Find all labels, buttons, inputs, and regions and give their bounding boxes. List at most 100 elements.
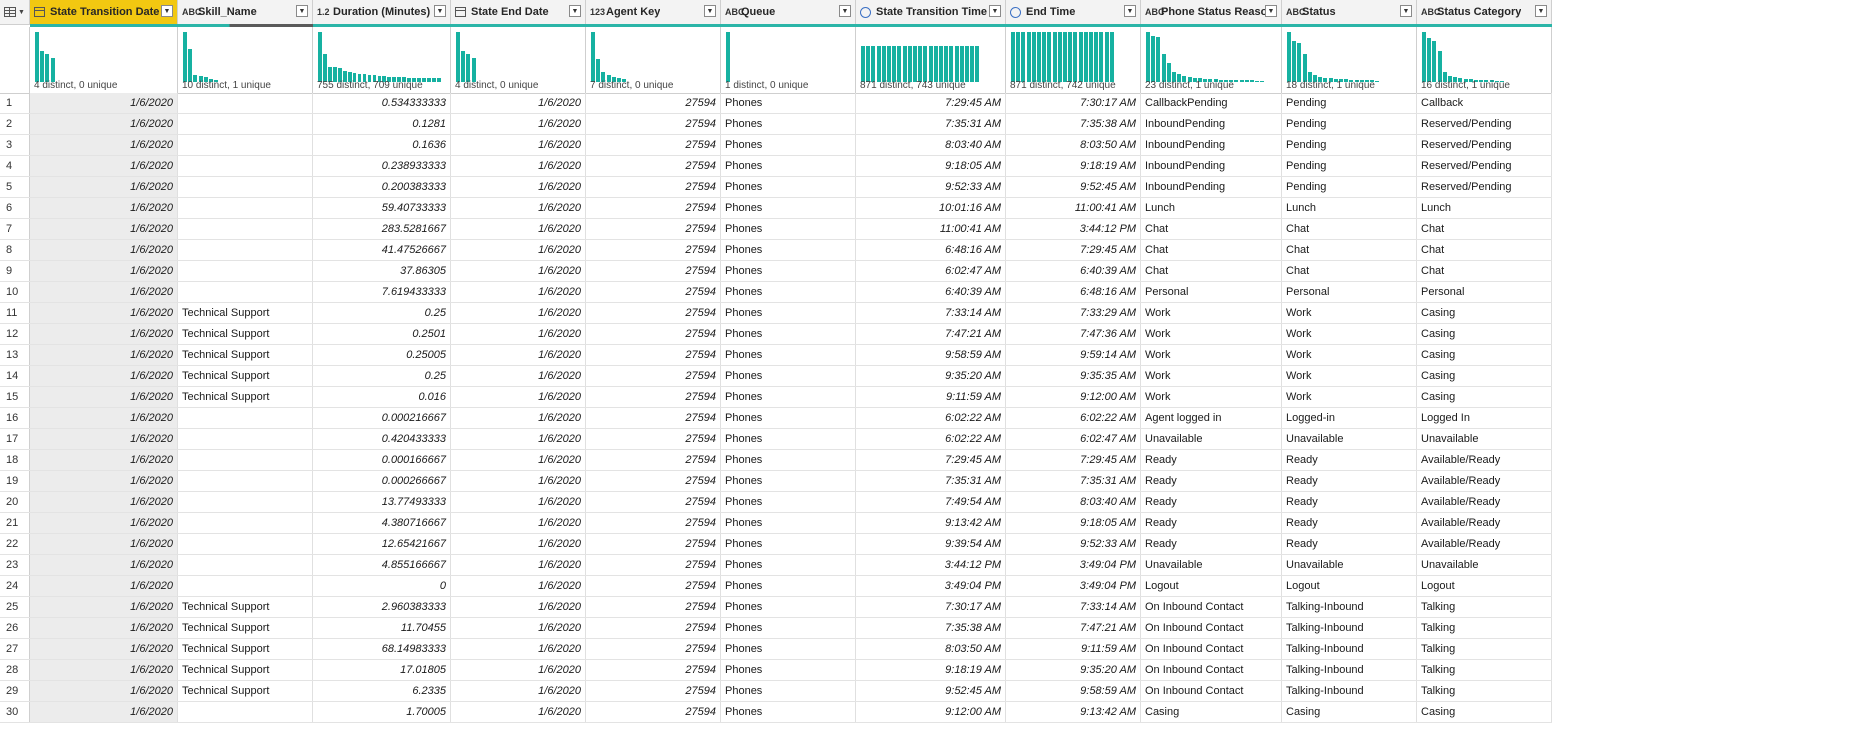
table-cell-c2[interactable]: 6.2335 bbox=[313, 681, 451, 701]
table-row[interactable]: 6 1/6/2020 59.40733333 1/6/2020 27594 Phones 1… bbox=[0, 198, 1552, 219]
table-row[interactable]: 14 1/6/2020 Technical Support 0.25 1/6/2020 2… bbox=[0, 366, 1552, 387]
table-cell-c9[interactable]: Logged-in bbox=[1282, 408, 1417, 428]
table-cell-c4[interactable]: 27594 bbox=[586, 114, 721, 134]
table-cell-c10[interactable]: Casing bbox=[1417, 345, 1552, 365]
table-cell-c9[interactable]: Casing bbox=[1282, 702, 1417, 722]
table-cell-c4[interactable]: 27594 bbox=[586, 261, 721, 281]
table-cell-c2[interactable]: 0.238933333 bbox=[313, 156, 451, 176]
table-cell-c9[interactable]: Ready bbox=[1282, 450, 1417, 470]
table-cell-c5[interactable]: Phones bbox=[721, 639, 856, 659]
table-cell-c6[interactable]: 9:18:19 AM bbox=[856, 660, 1006, 680]
table-row[interactable]: 15 1/6/2020 Technical Support 0.016 1/6/2020… bbox=[0, 387, 1552, 408]
table-cell-c2[interactable]: 0.016 bbox=[313, 387, 451, 407]
table-cell-c9[interactable]: Pending bbox=[1282, 156, 1417, 176]
table-cell-c10[interactable]: Chat bbox=[1417, 261, 1552, 281]
table-cell-c2[interactable]: 4.855166667 bbox=[313, 555, 451, 575]
table-cell-c1[interactable] bbox=[178, 450, 313, 470]
table-cell-c5[interactable]: Phones bbox=[721, 408, 856, 428]
table-cell-c5[interactable]: Phones bbox=[721, 597, 856, 617]
table-cell-c9[interactable]: Work bbox=[1282, 345, 1417, 365]
table-cell-c2[interactable]: 0.000266667 bbox=[313, 471, 451, 491]
text-type-icon[interactable]: ABC bbox=[725, 7, 745, 17]
table-cell-c4[interactable]: 27594 bbox=[586, 93, 721, 113]
table-cell-c5[interactable]: Phones bbox=[721, 681, 856, 701]
table-cell-c6[interactable]: 6:02:22 AM bbox=[856, 429, 1006, 449]
table-cell-c3[interactable]: 1/6/2020 bbox=[451, 408, 586, 428]
table-cell-c2[interactable]: 0.1281 bbox=[313, 114, 451, 134]
table-cell-c9[interactable]: Work bbox=[1282, 324, 1417, 344]
table-cell-c9[interactable]: Pending bbox=[1282, 114, 1417, 134]
table-cell-c9[interactable]: Work bbox=[1282, 366, 1417, 386]
table-cell-c6[interactable]: 7:29:45 AM bbox=[856, 93, 1006, 113]
table-cell-c3[interactable]: 1/6/2020 bbox=[451, 219, 586, 239]
table-cell-c3[interactable]: 1/6/2020 bbox=[451, 429, 586, 449]
column-header-c1[interactable]: ABC Skill_Name ▼ bbox=[178, 0, 313, 24]
table-row[interactable]: 17 1/6/2020 0.420433333 1/6/2020 27594 Phones… bbox=[0, 429, 1552, 450]
table-cell-c9[interactable]: Talking-Inbound bbox=[1282, 618, 1417, 638]
table-cell-c8[interactable]: Chat bbox=[1141, 219, 1282, 239]
table-cell-c7[interactable]: 6:02:22 AM bbox=[1006, 408, 1141, 428]
filter-dropdown-button[interactable]: ▼ bbox=[989, 5, 1001, 17]
table-cell-c8[interactable]: Work bbox=[1141, 387, 1282, 407]
table-cell-c5[interactable]: Phones bbox=[721, 114, 856, 134]
table-cell-c2[interactable]: 0.25005 bbox=[313, 345, 451, 365]
table-cell-c7[interactable]: 9:12:00 AM bbox=[1006, 387, 1141, 407]
table-cell-c10[interactable]: Casing bbox=[1417, 366, 1552, 386]
table-cell-c2[interactable]: 0.000216667 bbox=[313, 408, 451, 428]
table-cell-c9[interactable]: Pending bbox=[1282, 93, 1417, 113]
table-cell-c3[interactable]: 1/6/2020 bbox=[451, 282, 586, 302]
table-cell-c10[interactable]: Talking bbox=[1417, 660, 1552, 680]
table-cell-c3[interactable]: 1/6/2020 bbox=[451, 702, 586, 722]
table-cell-c5[interactable]: Phones bbox=[721, 513, 856, 533]
table-cell-c6[interactable]: 8:03:40 AM bbox=[856, 135, 1006, 155]
table-cell-c4[interactable]: 27594 bbox=[586, 324, 721, 344]
table-row[interactable]: 20 1/6/2020 13.77493333 1/6/2020 27594 Phones… bbox=[0, 492, 1552, 513]
table-cell-c1[interactable] bbox=[178, 429, 313, 449]
table-cell-c3[interactable]: 1/6/2020 bbox=[451, 345, 586, 365]
table-cell-c10[interactable]: Available/Ready bbox=[1417, 492, 1552, 512]
table-cell-c5[interactable]: Phones bbox=[721, 534, 856, 554]
table-cell-c1[interactable]: Technical Support bbox=[178, 324, 313, 344]
table-cell-c6[interactable]: 7:35:31 AM bbox=[856, 471, 1006, 491]
table-cell-c10[interactable]: Talking bbox=[1417, 597, 1552, 617]
table-cell-c1[interactable]: Technical Support bbox=[178, 639, 313, 659]
table-cell-c7[interactable]: 3:49:04 PM bbox=[1006, 576, 1141, 596]
table-cell-c8[interactable]: Work bbox=[1141, 366, 1282, 386]
table-cell-c1[interactable] bbox=[178, 219, 313, 239]
text-type-icon[interactable]: ABC bbox=[182, 7, 202, 17]
table-row[interactable]: 29 1/6/2020 Technical Support 6.2335 1/6/202… bbox=[0, 681, 1552, 702]
table-cell-c7[interactable]: 6:48:16 AM bbox=[1006, 282, 1141, 302]
table-cell-c10[interactable]: Callback bbox=[1417, 93, 1552, 113]
table-cell-c6[interactable]: 9:52:33 AM bbox=[856, 177, 1006, 197]
table-cell-c0[interactable]: 1/6/2020 bbox=[30, 555, 178, 575]
table-row[interactable]: 23 1/6/2020 4.855166667 1/6/2020 27594 Phones… bbox=[0, 555, 1552, 576]
table-cell-c8[interactable]: Unavailable bbox=[1141, 555, 1282, 575]
table-cell-c0[interactable]: 1/6/2020 bbox=[30, 660, 178, 680]
table-cell-c3[interactable]: 1/6/2020 bbox=[451, 681, 586, 701]
clock-icon[interactable] bbox=[1010, 6, 1021, 18]
table-cell-c0[interactable]: 1/6/2020 bbox=[30, 702, 178, 722]
column-header-c2[interactable]: 1.2 Duration (Minutes) ▼ bbox=[313, 0, 451, 24]
table-cell-c1[interactable] bbox=[178, 492, 313, 512]
table-cell-c4[interactable]: 27594 bbox=[586, 177, 721, 197]
table-cell-c1[interactable] bbox=[178, 198, 313, 218]
table-cell-c9[interactable]: Logout bbox=[1282, 576, 1417, 596]
table-cell-c8[interactable]: Chat bbox=[1141, 240, 1282, 260]
table-cell-c0[interactable]: 1/6/2020 bbox=[30, 282, 178, 302]
table-cell-c2[interactable]: 59.40733333 bbox=[313, 198, 451, 218]
table-cell-c10[interactable]: Unavailable bbox=[1417, 555, 1552, 575]
table-cell-c1[interactable]: Technical Support bbox=[178, 618, 313, 638]
table-cell-c0[interactable]: 1/6/2020 bbox=[30, 135, 178, 155]
table-cell-c10[interactable]: Available/Ready bbox=[1417, 450, 1552, 470]
table-cell-c9[interactable]: Ready bbox=[1282, 513, 1417, 533]
table-cell-c4[interactable]: 27594 bbox=[586, 534, 721, 554]
table-cell-c4[interactable]: 27594 bbox=[586, 702, 721, 722]
table-cell-c1[interactable] bbox=[178, 114, 313, 134]
table-cell-c1[interactable]: Technical Support bbox=[178, 345, 313, 365]
table-cell-c1[interactable]: Technical Support bbox=[178, 387, 313, 407]
table-cell-c8[interactable]: Ready bbox=[1141, 450, 1282, 470]
table-cell-c0[interactable]: 1/6/2020 bbox=[30, 324, 178, 344]
table-cell-c1[interactable]: Technical Support bbox=[178, 366, 313, 386]
table-cell-c0[interactable]: 1/6/2020 bbox=[30, 450, 178, 470]
table-cell-c7[interactable]: 8:03:40 AM bbox=[1006, 492, 1141, 512]
